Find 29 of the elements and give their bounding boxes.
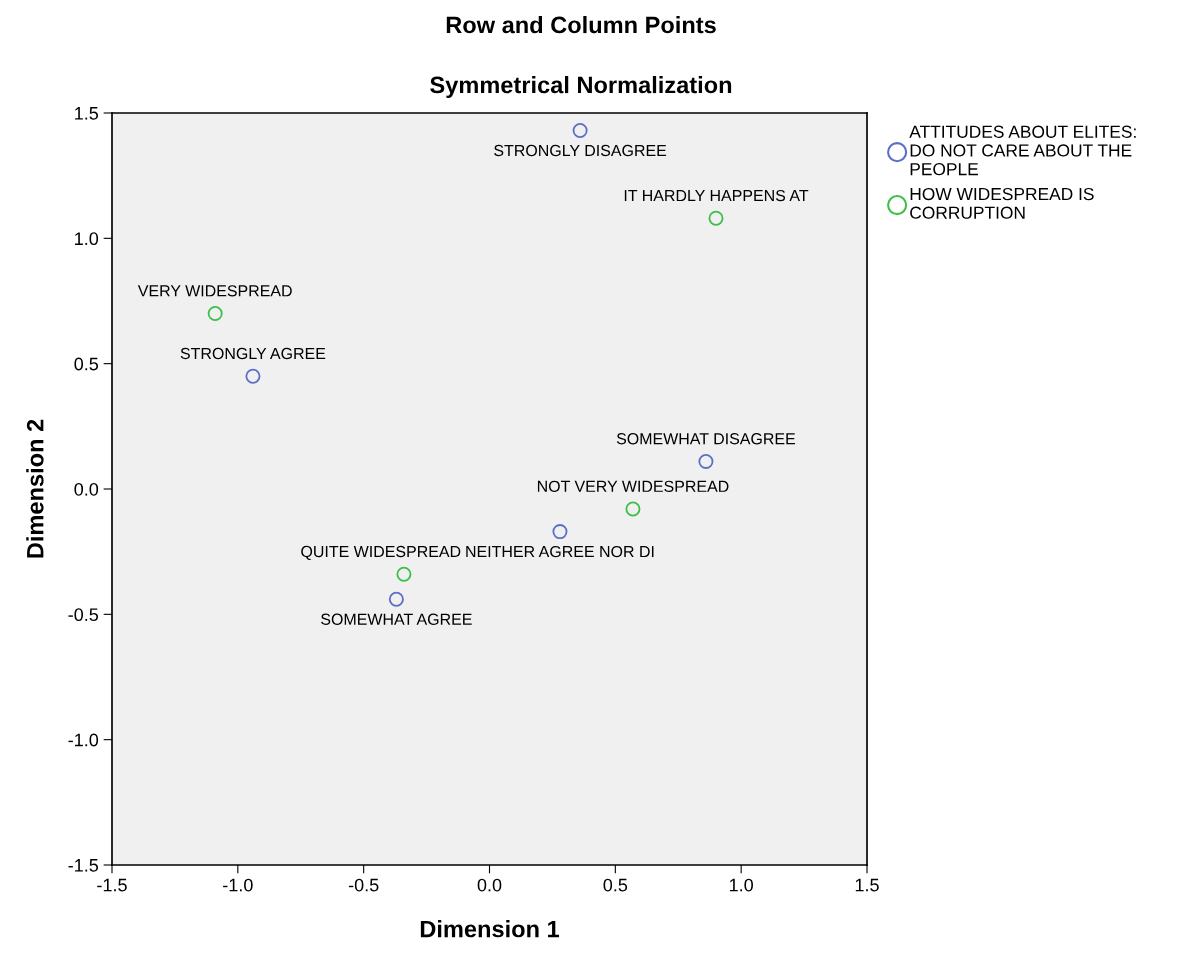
- x-tick-label: 1.0: [729, 878, 754, 892]
- x-tick-label: -1.5: [97, 878, 127, 892]
- x-tick-label: 0.0: [477, 878, 502, 892]
- x-axis-title: Dimension 1: [420, 920, 560, 938]
- annotation: NEITHER AGREE NOR DI: [466, 545, 654, 558]
- chart-subtitle: Symmetrical Normalization: [430, 76, 732, 99]
- annotation: VERY WIDESPREAD: [137, 285, 292, 297]
- x-tick-label: -1.0: [223, 878, 253, 892]
- annotation: IT HARDLY HAPPENS AT: [624, 189, 809, 202]
- y-tick-label: 1.5: [75, 107, 99, 120]
- y-tick-label: 0.0: [74, 482, 99, 496]
- annotation: SOMEWHAT AGREE: [321, 613, 472, 625]
- annotation: STRONGLY AGREE: [180, 347, 326, 360]
- legend-label: HOW WIDESPREAD IS CORRUPTION: [910, 187, 1094, 219]
- x-tick-label: -0.5: [348, 878, 379, 892]
- annotation: STRONGLY DISAGREE: [494, 144, 667, 157]
- y-tick-label: 1.0: [75, 232, 99, 246]
- y-tick-label: 0.5: [74, 357, 99, 371]
- chart-title: Row and Column Points: [446, 16, 716, 34]
- x-tick-label: 1.5: [855, 878, 879, 892]
- y-tick-label: -1.0: [68, 733, 99, 747]
- y-tick-label: -1.5: [68, 859, 99, 872]
- annotation: QUITE WIDESPREAD: [301, 545, 461, 561]
- y-axis-title: Dimension 2: [26, 419, 44, 558]
- annotation: SOMEWHAT DISAGREE: [616, 433, 796, 445]
- legend-label: ATTITUDES ABOUT ELITES: DO NOT CARE ABOUT THE PEOPLE: [909, 125, 1136, 176]
- y-tick-label: -0.5: [68, 608, 99, 622]
- annotation: NOT VERY WIDESPREAD: [537, 480, 729, 493]
- x-tick-label: 0.5: [603, 878, 628, 892]
